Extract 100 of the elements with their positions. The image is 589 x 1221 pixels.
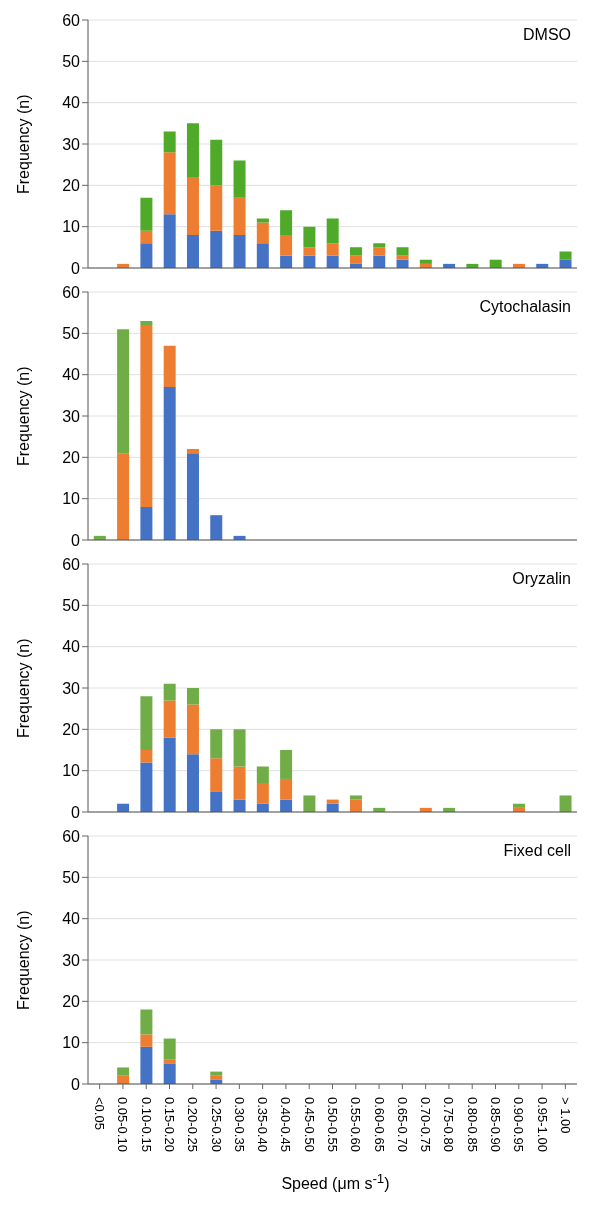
bar (163, 152, 176, 215)
bar (140, 1046, 153, 1084)
bar (140, 762, 153, 812)
y-tick-label: 60 (62, 555, 81, 573)
x-tick-label: 0.30-0.35 (231, 1097, 247, 1152)
bar (163, 345, 176, 388)
x-tick-label: <0.05 (92, 1097, 108, 1130)
bar (140, 230, 153, 244)
y-tick-label: 40 (62, 638, 81, 656)
bar (210, 729, 223, 759)
bar (256, 218, 269, 223)
x-tick-label: 0.10-0.15 (138, 1097, 154, 1152)
y-tick-label: 40 (62, 910, 81, 928)
bar (349, 255, 362, 264)
bar (163, 387, 176, 540)
x-tick-label: 0.40-0.45 (278, 1097, 294, 1152)
bar (233, 160, 246, 198)
bar (256, 766, 269, 784)
bar (233, 729, 246, 767)
bar (163, 214, 176, 268)
bar (163, 1063, 176, 1084)
bar (140, 1034, 153, 1047)
y-tick-label: 20 (62, 721, 81, 739)
y-tick-label: 10 (62, 490, 81, 508)
x-tick-label: 0.50-0.55 (325, 1097, 340, 1152)
bar (559, 251, 572, 260)
bar (117, 329, 130, 454)
bar (419, 259, 432, 264)
y-tick-label: 10 (62, 218, 81, 236)
bar (396, 255, 409, 260)
x-tick-label: 0.65-0.70 (394, 1097, 410, 1152)
bar (233, 234, 246, 268)
x-tick-label: 0.75-0.80 (441, 1097, 457, 1152)
bar (117, 1067, 130, 1076)
bar (210, 185, 223, 231)
bar (186, 234, 199, 268)
y-tick-label: 0 (71, 1075, 81, 1093)
y-axis-title: Frequency (n) (14, 638, 32, 738)
x-tick-label: 0.90-0.95 (511, 1097, 527, 1152)
bar (233, 197, 246, 235)
bar (140, 696, 153, 750)
bar (117, 453, 130, 540)
bar (163, 131, 176, 153)
y-tick-label: 40 (62, 94, 81, 112)
x-tick-label: 0.05-0.10 (115, 1097, 131, 1152)
bar (303, 247, 316, 256)
bar (326, 243, 339, 256)
bar (326, 799, 339, 804)
chart-title: Fixed cell (503, 842, 571, 860)
bar (186, 123, 199, 178)
bar (186, 449, 199, 454)
bar (163, 1038, 176, 1060)
bar (210, 791, 223, 812)
bar (140, 243, 153, 268)
bar (349, 795, 362, 800)
y-axis-title: Frequency (n) (14, 94, 32, 194)
bar (163, 683, 176, 701)
bar (140, 320, 153, 326)
x-tick-label: 0.95-1.00 (534, 1097, 550, 1152)
y-tick-label: 20 (62, 449, 81, 467)
bar (186, 688, 199, 705)
bar (303, 795, 316, 812)
y-tick-label: 30 (62, 951, 81, 969)
bar (163, 700, 176, 738)
bar (140, 750, 153, 763)
y-tick-label: 10 (62, 762, 81, 780)
bar (396, 247, 409, 256)
x-tick-label: 0.55-0.60 (348, 1097, 364, 1152)
bar (186, 177, 199, 235)
bar (559, 795, 572, 812)
x-tick-label: 0.15-0.20 (162, 1097, 177, 1152)
bar (163, 737, 176, 812)
bar (280, 234, 293, 256)
y-tick-label: 50 (62, 325, 81, 343)
y-tick-label: 60 (62, 11, 81, 29)
bar (349, 247, 362, 256)
bar (326, 218, 339, 244)
bar (280, 778, 293, 800)
y-tick-label: 40 (62, 366, 81, 384)
y-tick-label: 50 (62, 597, 81, 615)
bar (140, 1009, 153, 1035)
bar (256, 222, 269, 244)
bar (210, 1075, 223, 1080)
bar (186, 453, 199, 540)
y-tick-label: 20 (62, 177, 81, 195)
bar (163, 1059, 176, 1064)
x-tick-label: 0.60-0.65 (371, 1097, 387, 1152)
x-tick-label: 0.80-0.85 (464, 1097, 480, 1152)
y-axis-title: Frequency (n) (14, 910, 32, 1010)
x-tick-label: 0.25-0.30 (208, 1097, 224, 1152)
bar (186, 704, 199, 755)
bar (280, 750, 293, 779)
bar (373, 243, 386, 248)
y-tick-label: 30 (62, 679, 81, 697)
bar (210, 230, 223, 268)
bar (186, 754, 199, 812)
y-axis-title: Frequency (n) (14, 366, 32, 466)
y-tick-label: 50 (62, 869, 81, 887)
chart-title: DMSO (523, 26, 571, 44)
bar (210, 515, 223, 540)
